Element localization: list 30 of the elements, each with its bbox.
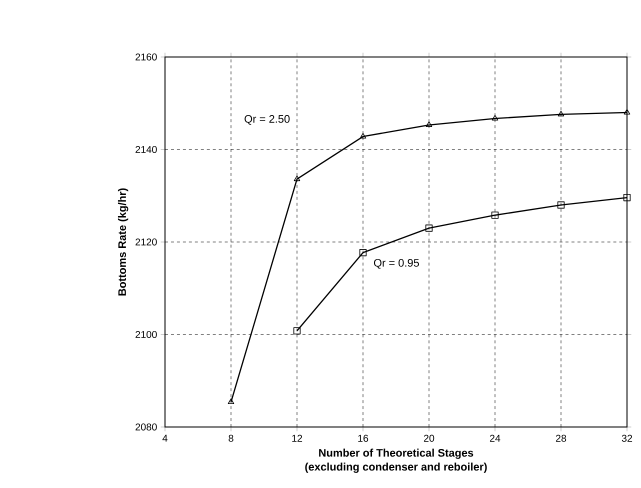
y-tick-label: 2120	[136, 238, 157, 246]
point	[492, 114, 498, 121]
y-tick-label: 2140	[136, 146, 157, 154]
y-tick-label: 2100	[136, 330, 157, 338]
point	[624, 108, 630, 114]
point	[558, 110, 564, 116]
x-tick-label: 28	[556, 434, 566, 442]
x-tick-label: 24	[490, 434, 500, 442]
point	[426, 121, 432, 127]
point	[359, 249, 367, 256]
point	[228, 398, 234, 404]
point	[425, 224, 433, 232]
point	[294, 176, 300, 182]
point	[491, 212, 499, 219]
x-tick-label: 32	[622, 434, 632, 442]
point	[360, 132, 366, 139]
x-tick-label: 8	[228, 434, 234, 442]
x-tick-label: 4	[162, 434, 168, 442]
x-tick-label: 12	[292, 434, 302, 442]
annotation: Qr = 0.95	[374, 258, 419, 269]
x-axis-title: Number of Theoretical Stages (excluding condenser and reboiler)	[305, 448, 487, 473]
y-tick-label: 2160	[136, 53, 157, 61]
y-axis-title: Bottoms Rate (kg/hr)	[118, 188, 128, 296]
point	[293, 327, 301, 334]
annotation: Qr = 2.50	[244, 115, 290, 125]
point	[557, 201, 565, 209]
x-tick-label: 20	[424, 434, 434, 442]
y-tick-label: 2080	[136, 423, 157, 431]
x-tick-label: 16	[358, 434, 368, 442]
point	[623, 194, 631, 202]
